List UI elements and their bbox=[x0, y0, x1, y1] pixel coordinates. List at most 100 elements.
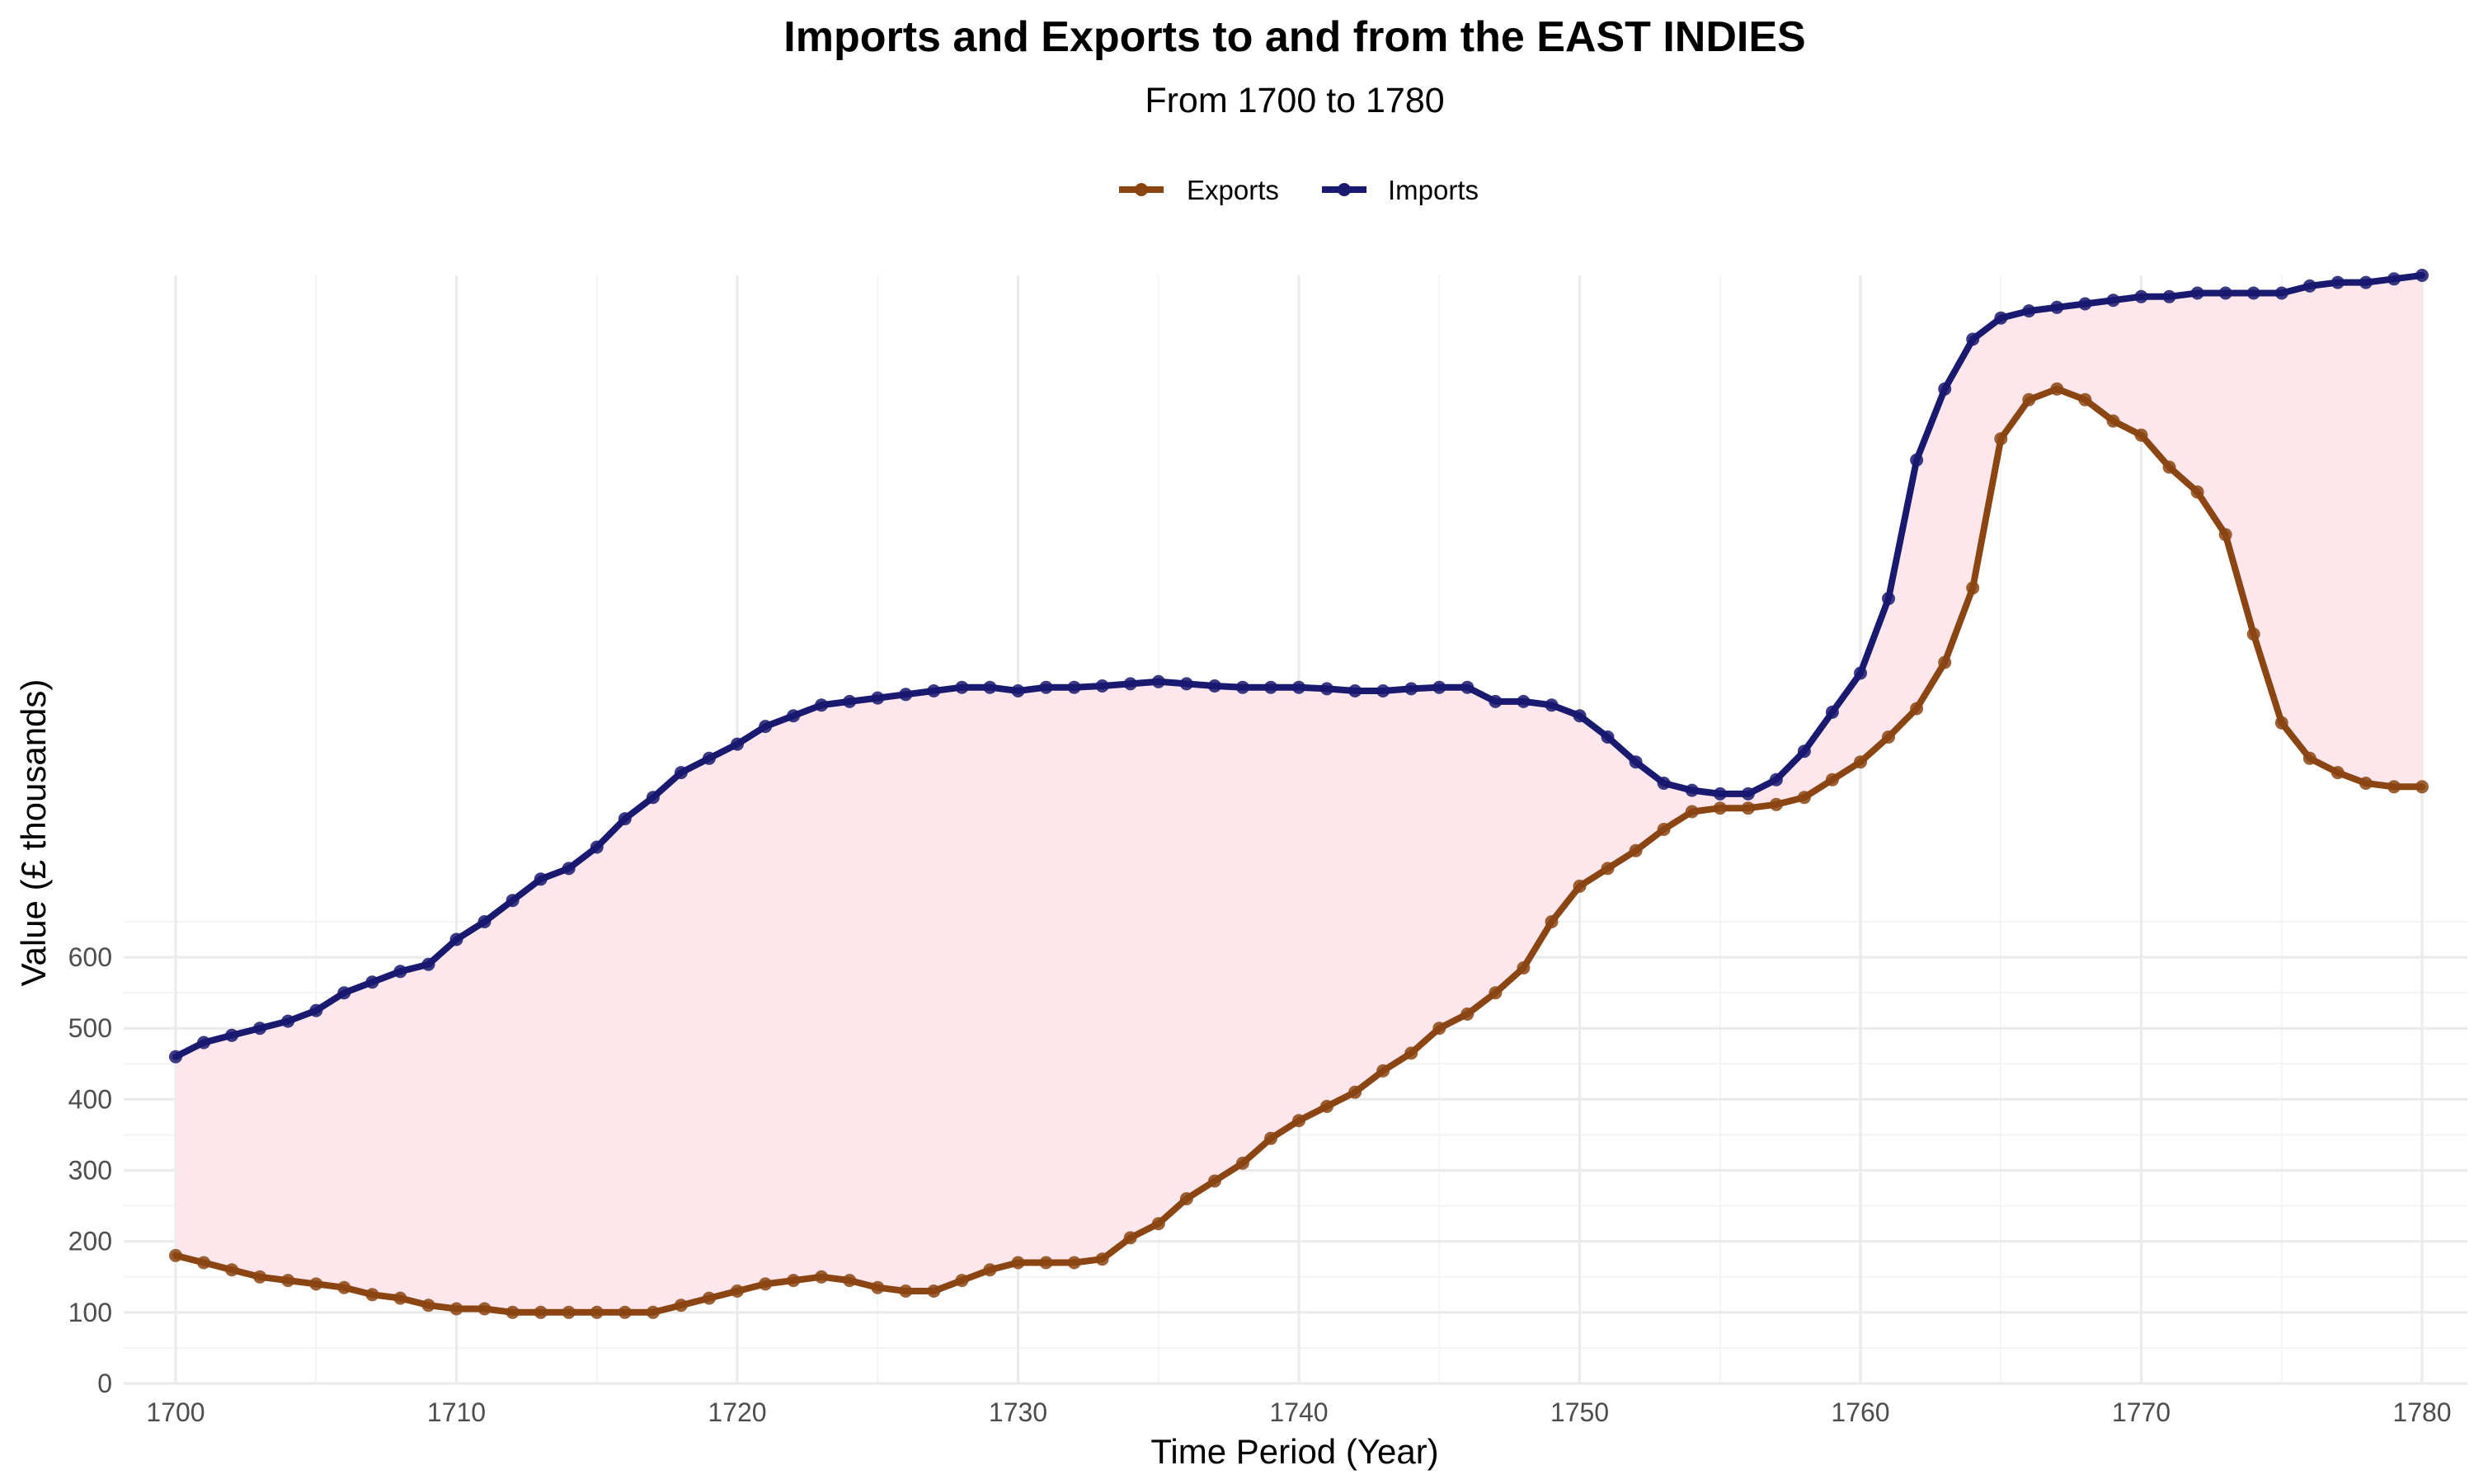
data-point-imports bbox=[1545, 698, 1559, 712]
data-point-exports bbox=[1657, 823, 1671, 836]
data-point-imports bbox=[534, 872, 548, 886]
data-point-imports bbox=[1601, 730, 1615, 744]
data-point-exports bbox=[1797, 791, 1811, 805]
data-point-imports bbox=[955, 680, 969, 694]
data-point-imports bbox=[590, 840, 604, 854]
data-point-imports bbox=[815, 698, 829, 712]
data-point-imports bbox=[1573, 709, 1587, 723]
data-point-imports bbox=[421, 957, 435, 971]
data-point-imports bbox=[562, 862, 576, 876]
x-tick-label: 1720 bbox=[708, 1397, 766, 1427]
series-layer bbox=[169, 269, 2429, 1319]
data-point-imports bbox=[393, 965, 407, 979]
y-tick-label: 0 bbox=[97, 1369, 112, 1398]
legend-label-imports: Imports bbox=[1388, 175, 1479, 205]
data-point-imports bbox=[983, 680, 997, 694]
data-point-imports bbox=[1376, 684, 1390, 697]
data-point-exports bbox=[1910, 702, 1924, 716]
data-point-exports bbox=[2331, 766, 2345, 780]
data-point-exports bbox=[281, 1274, 295, 1288]
data-point-imports bbox=[618, 812, 632, 826]
data-point-exports bbox=[759, 1277, 773, 1291]
legend-item-imports: Imports bbox=[1322, 175, 1479, 205]
data-point-exports bbox=[1517, 961, 1531, 974]
data-point-imports bbox=[253, 1021, 267, 1036]
x-tick-label: 1730 bbox=[989, 1397, 1047, 1427]
data-point-exports bbox=[1854, 755, 1867, 769]
data-point-imports bbox=[843, 694, 857, 708]
data-point-exports bbox=[871, 1280, 885, 1294]
data-point-exports bbox=[421, 1298, 435, 1313]
y-axis: 0 100 200 300 400 500 600 bbox=[68, 942, 112, 1398]
data-point-exports bbox=[1882, 730, 1895, 744]
data-point-imports bbox=[1882, 592, 1895, 605]
data-point-exports bbox=[169, 1248, 182, 1262]
data-point-exports bbox=[1545, 915, 1559, 928]
data-point-imports bbox=[1629, 755, 1643, 769]
data-point-imports bbox=[2331, 275, 2345, 289]
legend-item-exports: Exports bbox=[1119, 175, 1279, 205]
data-point-exports bbox=[618, 1305, 632, 1319]
data-point-exports bbox=[1011, 1256, 1025, 1270]
data-point-exports bbox=[2302, 751, 2316, 765]
data-point-imports bbox=[1713, 787, 1727, 801]
data-point-imports bbox=[759, 720, 773, 734]
data-point-imports bbox=[449, 932, 463, 946]
data-point-imports bbox=[1095, 679, 1109, 693]
data-point-imports bbox=[2190, 286, 2204, 300]
data-point-exports bbox=[1264, 1131, 1277, 1145]
data-point-imports bbox=[1657, 777, 1671, 790]
data-point-imports bbox=[2050, 300, 2064, 314]
data-point-imports bbox=[1769, 773, 1783, 787]
data-point-exports bbox=[2162, 460, 2176, 474]
series-imports bbox=[169, 269, 2429, 1064]
data-point-imports bbox=[927, 684, 941, 697]
data-point-exports bbox=[197, 1256, 211, 1270]
data-point-imports bbox=[2218, 286, 2232, 300]
data-point-exports bbox=[1123, 1231, 1137, 1245]
y-axis-title: Value (£ thousands) bbox=[14, 679, 53, 987]
data-point-exports bbox=[1489, 986, 1503, 1000]
x-tick-label: 1710 bbox=[427, 1397, 486, 1427]
data-point-exports bbox=[2190, 485, 2204, 499]
data-point-exports bbox=[1067, 1256, 1081, 1270]
data-point-exports bbox=[1235, 1156, 1249, 1170]
x-axis-title: Time Period (Year) bbox=[1150, 1432, 1438, 1471]
chart-title: Imports and Exports to and from the EAST… bbox=[783, 13, 1805, 61]
data-point-exports bbox=[1938, 655, 1952, 669]
data-point-imports bbox=[1966, 332, 1980, 346]
data-point-exports bbox=[1601, 862, 1615, 876]
fill-between-path bbox=[176, 275, 2422, 1313]
data-point-imports bbox=[2246, 286, 2260, 300]
y-tick-label: 200 bbox=[68, 1227, 112, 1256]
data-point-exports bbox=[731, 1284, 744, 1298]
data-point-imports bbox=[871, 691, 885, 705]
data-point-imports bbox=[1460, 680, 1475, 694]
y-tick-label: 300 bbox=[68, 1156, 112, 1186]
data-point-exports bbox=[843, 1274, 857, 1288]
data-point-imports bbox=[787, 709, 801, 723]
data-point-exports bbox=[1151, 1217, 1165, 1231]
data-point-exports bbox=[590, 1305, 604, 1319]
data-point-exports bbox=[309, 1277, 323, 1291]
data-point-imports bbox=[2106, 294, 2120, 308]
data-point-imports bbox=[1432, 680, 1446, 694]
data-point-exports bbox=[1320, 1100, 1333, 1113]
x-tick-label: 1740 bbox=[1269, 1397, 1328, 1427]
data-point-imports bbox=[1994, 311, 2008, 325]
data-point-imports bbox=[702, 751, 716, 765]
data-point-exports bbox=[365, 1288, 379, 1302]
data-point-exports bbox=[562, 1305, 576, 1319]
y-tick-label: 600 bbox=[68, 942, 112, 972]
data-point-imports bbox=[1292, 680, 1305, 694]
data-point-imports bbox=[1685, 783, 1699, 797]
data-point-exports bbox=[2387, 780, 2401, 794]
y-tick-label: 100 bbox=[68, 1298, 112, 1327]
data-point-imports bbox=[281, 1014, 295, 1028]
fill-between-area bbox=[176, 275, 2422, 1313]
x-tick-label: 1700 bbox=[146, 1397, 205, 1427]
data-point-imports bbox=[477, 915, 492, 928]
data-point-imports bbox=[2162, 289, 2176, 303]
x-tick-label: 1770 bbox=[2112, 1397, 2171, 1427]
data-point-exports bbox=[2106, 414, 2120, 428]
